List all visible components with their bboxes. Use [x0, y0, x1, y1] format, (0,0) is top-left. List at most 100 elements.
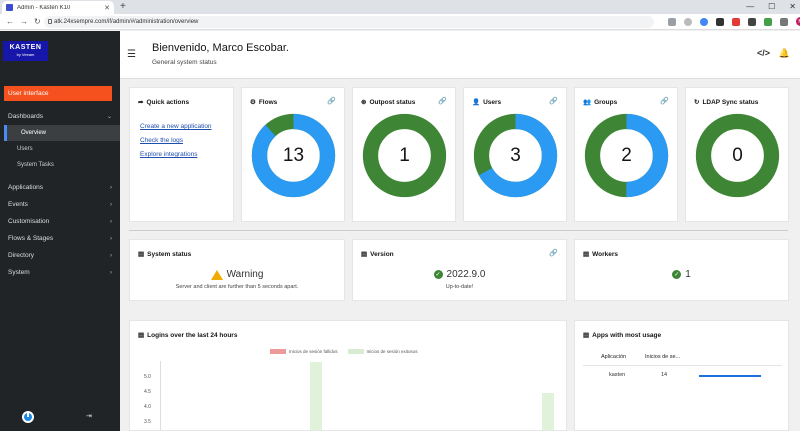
usage-progress-bar	[699, 375, 761, 377]
new-tab-icon[interactable]: +	[120, 1, 126, 12]
legend-item-success[interactable]: Inicios de sesión exitosos	[347, 349, 418, 354]
sidebar-nav: Dashboards ⌄ Overview Users System Tasks…	[0, 108, 120, 281]
link-icon[interactable]: 🔗	[549, 98, 558, 105]
link-icon[interactable]: 🔗	[549, 250, 558, 257]
extension-green-icon[interactable]	[764, 17, 772, 26]
table-cell-app[interactable]: kasten	[609, 372, 626, 378]
donut-value: 3	[510, 144, 521, 166]
close-tab-icon[interactable]: ✕	[104, 4, 110, 12]
sidebar: KASTEN by Veeam User interface Dashboard…	[0, 31, 120, 431]
groups-card: 👥 Groups 🔗 2	[574, 87, 678, 222]
maximize-icon[interactable]: ☐	[768, 2, 776, 11]
chevron-right-icon: ›	[110, 201, 112, 208]
server-icon: ▤	[583, 251, 590, 258]
version-card: ▤ Version 🔗 ✓ 2022.9.0 Up-to-date!	[352, 239, 567, 301]
outpost-status-card: ⊛ Outpost status 🔗 1	[352, 87, 456, 222]
donut-chart: 0	[695, 113, 780, 198]
link-icon[interactable]: 🔗	[660, 98, 669, 105]
chart-bar[interactable]	[310, 362, 322, 430]
notifications-bell-icon[interactable]: 🔔	[778, 48, 790, 58]
kasten-logo[interactable]: KASTEN by Veeam	[3, 41, 48, 61]
star-icon[interactable]	[684, 17, 692, 26]
window-controls: — ☐ ✕	[746, 2, 796, 11]
extension-dark-icon[interactable]	[748, 17, 756, 26]
sidebar-item-applications[interactable]: Applications ›	[0, 179, 120, 196]
users-card: 👤 Users 🔗 3	[463, 87, 567, 222]
card-title-text: Version	[370, 250, 394, 258]
check-logs-link[interactable]: Check the logs	[140, 137, 183, 144]
profile-avatar[interactable]: M	[796, 17, 800, 26]
user-interface-button[interactable]: User interface	[4, 86, 112, 101]
card-title: ▤ System status	[138, 250, 191, 259]
y-tick-label: 4.5	[144, 389, 151, 395]
legend-item-failed[interactable]: Inicios de sesión fallidos	[270, 349, 338, 354]
column-header-logins[interactable]: Inicios de se...	[645, 354, 681, 360]
chevron-right-icon: ›	[110, 235, 112, 242]
sidebar-item-label: Events	[8, 201, 28, 208]
card-title: 👤 Users	[472, 98, 501, 107]
url-field[interactable]: atk.24xsempre.com/if/admin/#/administrat…	[44, 16, 654, 28]
share-icon[interactable]	[668, 17, 676, 26]
status-text: Warning	[226, 269, 264, 280]
chart-legend: Inicios de sesión fallidos Inicios de se…	[270, 349, 418, 354]
server-icon: ▤	[583, 332, 590, 339]
reload-icon[interactable]: ↻	[34, 17, 41, 26]
logout-icon[interactable]: ⇥	[86, 413, 92, 420]
version-line: ✓ 2022.9.0	[353, 269, 566, 280]
hamburger-menu-icon[interactable]: ☰	[127, 49, 136, 60]
extensions-puzzle-icon[interactable]	[780, 17, 788, 26]
donut-value: 13	[282, 144, 305, 166]
card-title: ⊛ Outpost status	[361, 98, 415, 107]
user-icon: 👤	[472, 99, 481, 106]
browser-tabbar: Admin - Kasten K10 ✕ + — ☐ ✕	[0, 0, 800, 14]
back-icon[interactable]: ←	[6, 17, 14, 26]
legend-label: Inicios de sesión exitosos	[366, 349, 418, 354]
card-title: 👥 Groups	[583, 98, 617, 107]
explore-integrations-link[interactable]: Explore integrations	[140, 151, 198, 158]
extensions-bar: M ⋮	[668, 17, 800, 26]
y-axis	[160, 361, 161, 430]
outpost-icon: ⊛	[361, 99, 367, 106]
forward-icon[interactable]: →	[20, 17, 28, 26]
minimize-icon[interactable]: —	[746, 2, 755, 11]
column-header-app[interactable]: Aplicación	[601, 354, 627, 360]
sidebar-item-events[interactable]: Events ›	[0, 196, 120, 213]
create-application-link[interactable]: Create a new application	[140, 123, 212, 130]
card-title: ➦ Quick actions	[138, 98, 189, 107]
logo-text: KASTEN	[9, 44, 42, 51]
browser-tab[interactable]: Admin - Kasten K10 ✕	[2, 1, 114, 14]
status-line: Warning	[130, 269, 344, 280]
sidebar-item-customisation[interactable]: Customisation ›	[0, 213, 120, 230]
power-icon[interactable]	[22, 411, 34, 423]
sidebar-item-directory[interactable]: Directory ›	[0, 247, 120, 264]
sidebar-item-system-tasks[interactable]: System Tasks	[17, 162, 54, 168]
chart-bar[interactable]	[542, 393, 554, 430]
card-title: ▤ Logins over the last 24 hours	[138, 331, 238, 340]
donut-value: 1	[399, 144, 410, 166]
extension-red-icon[interactable]	[732, 17, 740, 26]
close-window-icon[interactable]: ✕	[789, 2, 796, 11]
sidebar-item-label: System	[8, 269, 30, 276]
lock-icon	[48, 19, 52, 24]
sidebar-item-dashboards[interactable]: Dashboards ⌄	[0, 108, 120, 125]
sidebar-item-overview[interactable]: Overview	[4, 125, 120, 141]
link-icon[interactable]: 🔗	[438, 98, 447, 105]
donut-segment-blue	[251, 113, 336, 198]
card-title: ▤ Version	[361, 250, 394, 259]
sidebar-item-users[interactable]: Users	[17, 146, 33, 152]
groups-icon: 👥	[583, 99, 592, 106]
api-drawer-icon[interactable]: </>	[756, 48, 770, 58]
sidebar-item-flows-stages[interactable]: Flows & Stages ›	[0, 230, 120, 247]
section-divider	[129, 230, 788, 231]
sidebar-item-label: Applications	[8, 184, 44, 191]
extension-blue-icon[interactable]	[700, 17, 708, 26]
y-tick-label: 5.0	[144, 374, 151, 380]
legend-swatch	[347, 349, 364, 354]
link-icon[interactable]: 🔗	[327, 98, 336, 105]
extension-grid-icon[interactable]	[716, 17, 724, 26]
donut-segment-blue	[584, 113, 669, 198]
sidebar-item-system[interactable]: System ›	[0, 264, 120, 281]
card-title-text: LDAP Sync status	[702, 98, 759, 106]
flows-icon: ⚙	[250, 99, 256, 106]
card-title-text: Logins over the last 24 hours	[147, 331, 238, 339]
